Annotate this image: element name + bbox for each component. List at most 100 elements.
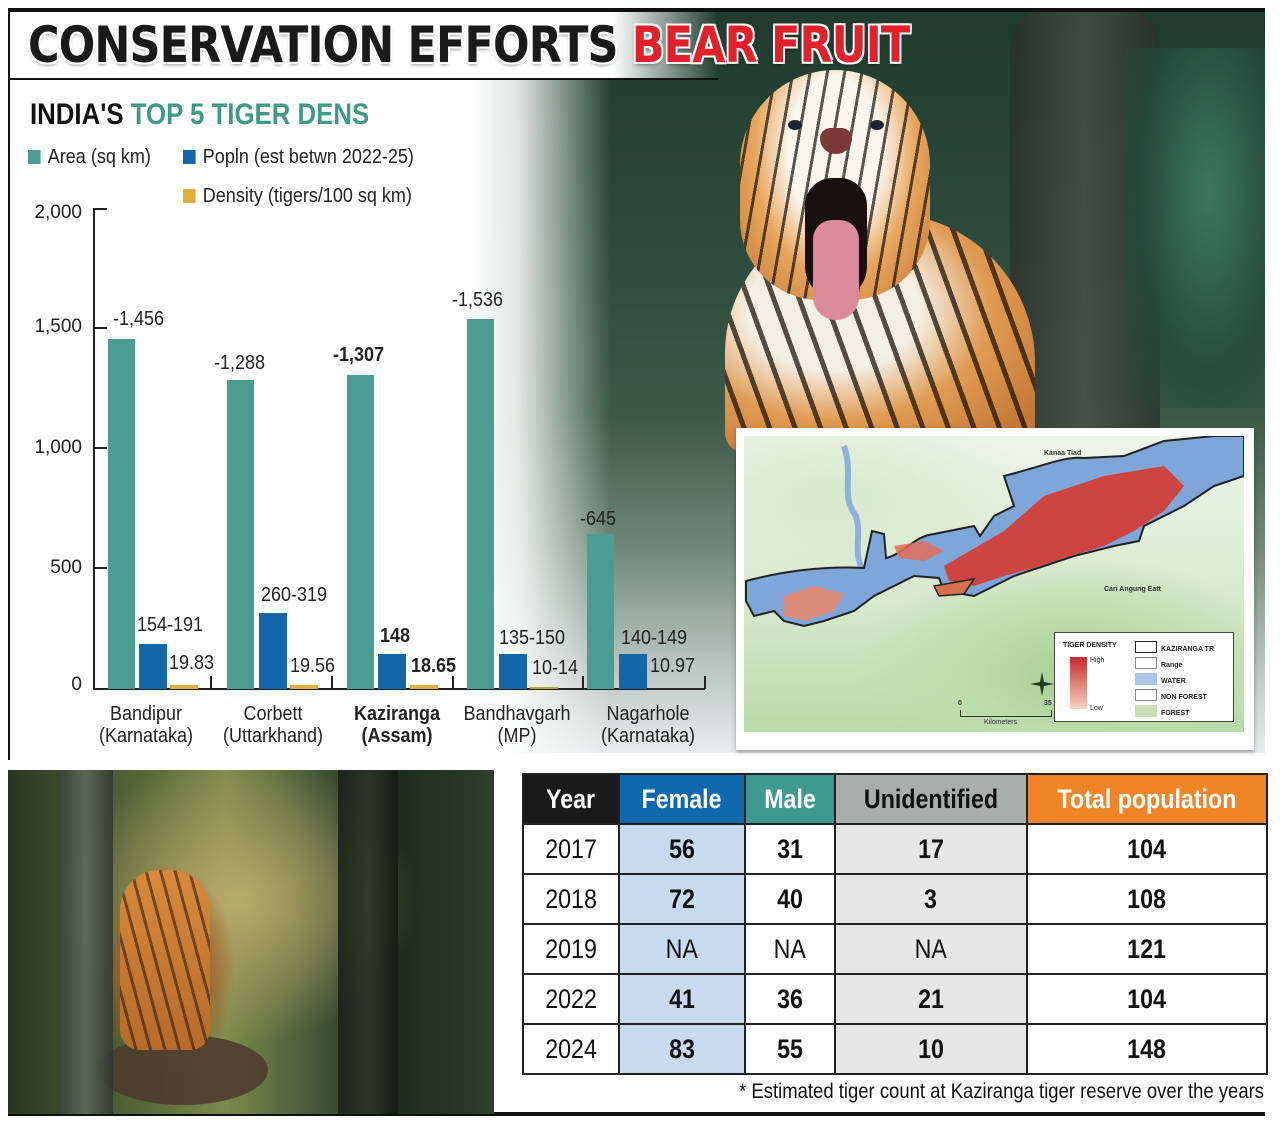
x-axis bbox=[93, 688, 705, 690]
legend-item-population: Popln (est betwn 2022-25) bbox=[183, 146, 414, 169]
legend-swatch bbox=[1135, 641, 1157, 653]
scale-end: 35 bbox=[1044, 700, 1052, 707]
area-label-nagarhole: -645 bbox=[580, 508, 617, 530]
header-female: Female bbox=[618, 773, 746, 825]
legend-item-area: Area (sq km) bbox=[28, 146, 151, 169]
x-separator bbox=[210, 676, 212, 689]
cell-total: 104 bbox=[1026, 823, 1268, 875]
legend-label-area: Area (sq km) bbox=[47, 146, 151, 168]
y-tick-label: 2,000 bbox=[34, 202, 82, 223]
category-state: (Karnataka) bbox=[98, 725, 194, 747]
table-row: 2019 NA NA NA 121 bbox=[522, 923, 1268, 975]
map-label-top: Kanaa Tiad bbox=[1044, 450, 1082, 457]
chart-title-highlight: TOP 5 TIGER DENS bbox=[130, 98, 370, 131]
table-row: 2024 83 55 10 148 bbox=[522, 1023, 1268, 1075]
cell-male: 31 bbox=[744, 823, 836, 875]
category-label-corbett: Corbett (Uttarkhand) bbox=[215, 703, 332, 747]
category-name: Kaziranga bbox=[353, 703, 441, 725]
legend-swatch bbox=[1135, 689, 1157, 701]
table-header-row: Year Female Male Unidentified Total popu… bbox=[522, 773, 1268, 825]
density-high-label: High bbox=[1090, 657, 1105, 664]
cell-unidentified: 17 bbox=[834, 823, 1028, 875]
header-unidentified: Unidentified bbox=[834, 773, 1028, 825]
yawning-tiger-photo bbox=[470, 8, 1265, 753]
map-label-right: Cari Angung Eatt bbox=[1104, 586, 1161, 593]
map-legend-item: KAZIRANGA TR bbox=[1135, 641, 1214, 653]
compass-icon bbox=[1030, 672, 1054, 696]
y-tick bbox=[93, 208, 107, 210]
bar-density-corbett bbox=[290, 685, 318, 689]
scale-start: 0 bbox=[958, 700, 962, 707]
bar-population-bandipur bbox=[139, 644, 167, 689]
map-area: Kanaa Tiad Cari Angung Eatt 0 35 Kilomet… bbox=[744, 436, 1244, 732]
category-name: Bandhavgarh bbox=[463, 703, 571, 725]
foliage bbox=[1125, 48, 1265, 408]
category-label-kaziranga: Kaziranga (Assam) bbox=[339, 703, 456, 747]
bar-area-nagarhole bbox=[587, 534, 614, 689]
y-tick-label: 1,000 bbox=[34, 437, 82, 458]
cell-year: 2017 bbox=[522, 823, 620, 875]
legend-swatch bbox=[1135, 705, 1157, 717]
category-label-nagarhole: Nagarhole (Karnataka) bbox=[590, 703, 707, 747]
bar-density-kaziranga bbox=[410, 685, 438, 689]
bar-area-corbett bbox=[227, 380, 254, 689]
category-label-bandhavgarh: Bandhavgarh (MP) bbox=[459, 703, 576, 747]
top-rule bbox=[8, 8, 1265, 80]
map-legend-item: FOREST bbox=[1135, 705, 1189, 717]
cell-female: 56 bbox=[618, 823, 746, 875]
bar-population-corbett bbox=[259, 613, 287, 689]
tiger-eye-icon bbox=[870, 120, 884, 130]
bar-density-bandhavgarh bbox=[530, 687, 558, 689]
headline: CONSERVATION EFFORTS BEAR FRUIT bbox=[28, 16, 910, 74]
cell-female: NA bbox=[618, 923, 746, 975]
bar-population-nagarhole bbox=[619, 654, 647, 689]
kaziranga-density-map: Kanaa Tiad Cari Angung Eatt 0 35 Kilomet… bbox=[736, 428, 1254, 750]
cell-unidentified: 21 bbox=[834, 973, 1028, 1025]
density-label-nagarhole: 10.97 bbox=[650, 655, 696, 677]
legend-swatch-area bbox=[28, 150, 41, 164]
cell-male: 55 bbox=[744, 1023, 836, 1075]
map-legend-item: NON FOREST bbox=[1135, 689, 1207, 701]
legend-label-density: Density (tigers/100 sq km) bbox=[202, 185, 412, 207]
table-row: 2018 72 40 3 108 bbox=[522, 873, 1268, 925]
population-label-nagarhole: 140-149 bbox=[621, 627, 688, 649]
cell-year: 2019 bbox=[522, 923, 620, 975]
table-row: 2022 41 36 21 104 bbox=[522, 973, 1268, 1025]
category-name: Nagarhole bbox=[606, 703, 690, 725]
y-tick bbox=[93, 447, 107, 449]
tiger-tongue bbox=[813, 220, 859, 320]
category-label-bandipur: Bandipur (Karnataka) bbox=[88, 703, 205, 747]
legend-swatch bbox=[1135, 657, 1157, 669]
population-label-bandipur: 154-191 bbox=[137, 614, 204, 636]
category-state: (Uttarkhand) bbox=[222, 725, 324, 747]
y-tick bbox=[93, 567, 107, 569]
chart-title-prefix: INDIA'S bbox=[30, 98, 131, 131]
density-label-bandipur: 19.83 bbox=[169, 652, 215, 674]
header-total: Total population bbox=[1026, 773, 1268, 825]
map-legend-item: WATER bbox=[1135, 673, 1186, 685]
headline-box bbox=[8, 12, 718, 80]
headline-main: CONSERVATION EFFORTS bbox=[28, 16, 632, 74]
y-tick-label: 500 bbox=[50, 557, 82, 578]
cell-year: 2024 bbox=[522, 1023, 620, 1075]
bar-area-bandipur bbox=[108, 339, 135, 689]
cell-total: 104 bbox=[1026, 973, 1268, 1025]
map-legend-title: TIGER DENSITY bbox=[1063, 642, 1117, 649]
tiger-eye-icon bbox=[788, 120, 802, 130]
x-separator bbox=[331, 676, 333, 689]
cell-unidentified: NA bbox=[834, 923, 1028, 975]
chart-title: INDIA'S TOP 5 TIGER DENS bbox=[30, 98, 369, 132]
tiger-nose bbox=[820, 128, 852, 154]
density-low-label: Low bbox=[1090, 705, 1103, 712]
legend-label-population: Popln (est betwn 2022-25) bbox=[202, 146, 414, 168]
category-state: (MP) bbox=[497, 725, 537, 747]
x-separator bbox=[452, 676, 454, 689]
population-label-corbett: 260-319 bbox=[261, 584, 328, 606]
y-tick-label: 0 bbox=[71, 674, 82, 695]
cell-total: 148 bbox=[1026, 1023, 1268, 1075]
legend-swatch-population bbox=[183, 150, 196, 164]
cell-year: 2022 bbox=[522, 973, 620, 1025]
scale-bar bbox=[960, 710, 1052, 717]
density-label-bandhavgarh: 10-14 bbox=[532, 657, 579, 679]
cell-unidentified: 10 bbox=[834, 1023, 1028, 1075]
